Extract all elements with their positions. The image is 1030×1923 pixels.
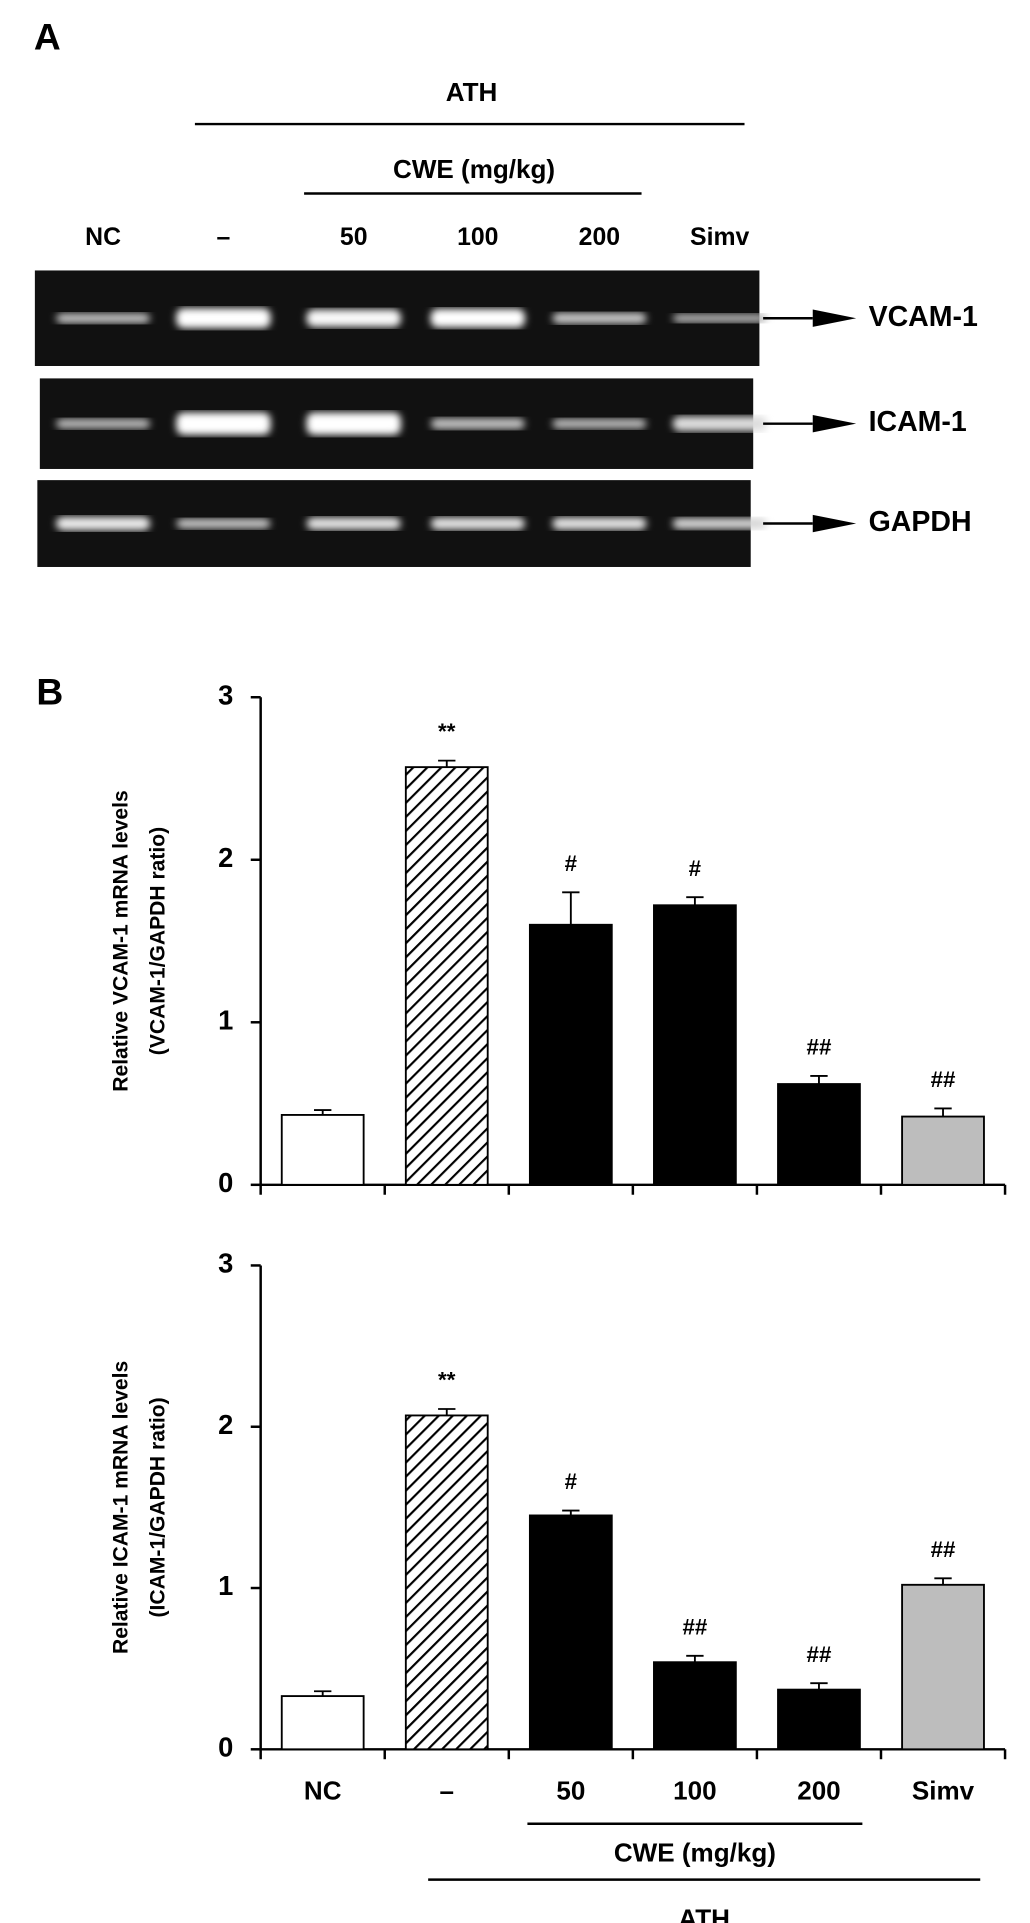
band [176,308,271,329]
y-axis-label: Relative VCAM-1 mRNA levels [109,790,132,1091]
error-bar [686,1654,704,1663]
band [672,517,767,530]
band [430,517,525,530]
error-bar [314,1690,332,1697]
annotation: # [689,856,702,881]
y-axis-label: (VCAM-1/GAPDH ratio) [147,827,170,1055]
error-bar [810,1074,828,1085]
error-bar [562,1509,580,1516]
band-label: GAPDH [869,506,972,538]
annotation: ## [931,1537,956,1562]
band [55,313,151,324]
error-bar [810,1682,828,1690]
y-tick-label: 0 [218,1167,233,1198]
annotation: ## [807,1035,832,1060]
arrow-head [812,309,857,327]
y-tick-label: 3 [218,679,233,710]
y-tick-label: 1 [218,1004,233,1035]
bar [901,1115,985,1186]
band [552,312,647,324]
x-tick-label: – [440,1776,455,1806]
panel-label: B [36,671,63,713]
band [672,416,767,432]
group-label: CWE (mg/kg) [393,154,555,184]
bar [777,1083,861,1186]
y-tick-label: 3 [218,1248,233,1279]
bar [404,766,489,1186]
annotation: ** [438,719,456,744]
bar [280,1695,365,1751]
bar [653,1661,737,1751]
bar [901,1583,985,1751]
lane-label: 50 [340,224,368,251]
annotation: ## [931,1067,956,1092]
bar [653,904,737,1186]
x-tick-label: 50 [556,1776,585,1806]
y-tick-label: 2 [218,1409,233,1440]
error-bar [934,1577,952,1585]
band [552,418,647,429]
band [430,308,525,328]
band [176,518,271,529]
x-tick-label: 200 [797,1776,840,1806]
band [672,313,767,323]
band [55,418,151,429]
lane-label: – [217,224,231,251]
y-tick-label: 2 [218,842,233,873]
lane-label: 200 [579,224,620,251]
error-bar [686,896,704,906]
band [306,412,401,435]
band [430,418,525,430]
y-axis-label: (ICAM-1/GAPDH ratio) [147,1397,170,1617]
error-bar [438,1408,456,1416]
y-tick-label: 0 [218,1732,233,1763]
group-label: ATH [678,1903,730,1923]
annotation: # [565,1469,578,1494]
arrow-head [812,514,857,533]
x-tick-label: Simv [912,1776,975,1806]
y-axis-label: Relative ICAM-1 mRNA levels [109,1361,132,1654]
lane-label: 100 [457,224,498,251]
band [55,516,151,531]
band [306,517,401,530]
x-tick-label: NC [304,1776,342,1806]
lane-label: Simv [690,224,749,251]
bar [280,1114,365,1186]
arrow-head [812,414,857,433]
annotation: ** [438,1368,456,1393]
band-label: ICAM-1 [869,406,967,438]
band [306,309,401,327]
band [176,412,271,435]
bar [777,1688,861,1751]
error-bar [562,891,580,925]
band [552,517,647,530]
error-bar [314,1109,332,1115]
annotation: ## [682,1614,707,1639]
panel-label: A [34,16,61,58]
x-tick-label: 100 [673,1776,716,1806]
group-label: CWE (mg/kg) [614,1838,776,1868]
band-label: VCAM-1 [869,301,978,333]
lane-label: NC [85,224,121,251]
bar [404,1414,489,1751]
annotation: # [565,851,578,876]
y-tick-label: 1 [218,1570,233,1601]
annotation: ## [807,1642,832,1667]
error-bar [438,759,456,768]
group-label: ATH [446,77,498,107]
error-bar [934,1107,952,1117]
bar [528,1514,613,1751]
bar [528,923,613,1186]
